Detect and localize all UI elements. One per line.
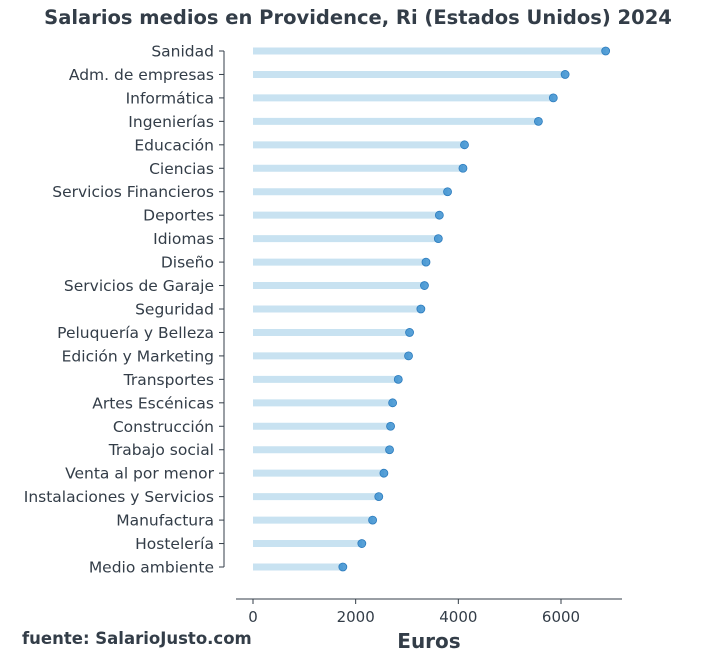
data-point-17	[385, 445, 394, 455]
data-point-11	[416, 304, 426, 314]
data-point-22	[338, 562, 348, 572]
category-label-17: Trabajo social	[108, 441, 214, 459]
category-label-10: Servicios de Garaje	[64, 277, 214, 295]
data-point-10	[420, 281, 429, 290]
data-point-18	[379, 468, 389, 478]
chart-title: Salarios medios en Providence, Ri (Estad…	[44, 6, 672, 29]
category-label-13: Edición y Marketing	[62, 347, 214, 365]
data-point-5	[458, 163, 468, 173]
x-ticks: 0 2000 4000 6000	[248, 599, 580, 626]
data-point-1	[560, 70, 570, 79]
category-label-1: Adm. de empresas	[69, 66, 214, 84]
data-point-4	[460, 140, 469, 150]
category-label-5: Ciencias	[149, 160, 214, 178]
category-label-20: Manufactura	[116, 512, 214, 530]
category-label-21: Hostelería	[135, 535, 214, 553]
y-tick-labels: Sanidad Adm. de empresas Informática Ingeni…	[24, 43, 224, 577]
x-tick-label-1: 2000	[337, 608, 375, 626]
x-tick-label-0: 0	[248, 608, 258, 626]
data-point-6	[443, 187, 452, 197]
category-label-8: Idiomas	[153, 230, 214, 248]
category-label-9: Diseño	[161, 254, 214, 272]
data-point-7	[434, 210, 444, 220]
category-label-0: Sanidad	[151, 43, 214, 61]
data-point-16	[386, 421, 395, 431]
data-point-8	[433, 234, 443, 244]
category-label-14: Transportes	[123, 371, 214, 389]
data-point-3	[534, 116, 543, 126]
category-label-22: Medio ambiente	[89, 559, 214, 577]
category-label-2: Informática	[126, 89, 214, 107]
data-point-0	[601, 46, 611, 56]
category-label-3: Ingenierías	[128, 113, 214, 131]
x-tick-label-3: 6000	[542, 608, 580, 626]
data-point-19	[374, 492, 384, 502]
data-point-12	[405, 328, 414, 337]
data-point-13	[404, 351, 413, 361]
source-note: fuente: SalarioJusto.com	[22, 629, 252, 648]
category-label-19: Instalaciones y Servicios	[24, 488, 214, 506]
data-point-9	[421, 257, 431, 267]
category-label-11: Seguridad	[135, 301, 214, 319]
category-label-15: Artes Escénicas	[92, 394, 214, 412]
x-axis-label: Euros	[397, 629, 460, 653]
category-label-16: Construcción	[113, 418, 214, 436]
data-point-2	[548, 93, 558, 103]
data-point-15	[388, 398, 398, 408]
category-label-4: Educación	[134, 136, 214, 154]
category-label-12: Peluquería y Belleza	[57, 324, 214, 342]
bars-group	[253, 47, 606, 571]
category-label-6: Servicios Financieros	[52, 183, 214, 201]
x-tick-label-2: 4000	[439, 608, 477, 626]
data-point-21	[357, 539, 367, 548]
data-point-20	[368, 515, 378, 525]
category-label-18: Venta al por menor	[65, 465, 215, 483]
data-point-14	[393, 374, 403, 384]
dots-group	[338, 46, 611, 572]
category-label-7: Deportes	[143, 207, 214, 225]
